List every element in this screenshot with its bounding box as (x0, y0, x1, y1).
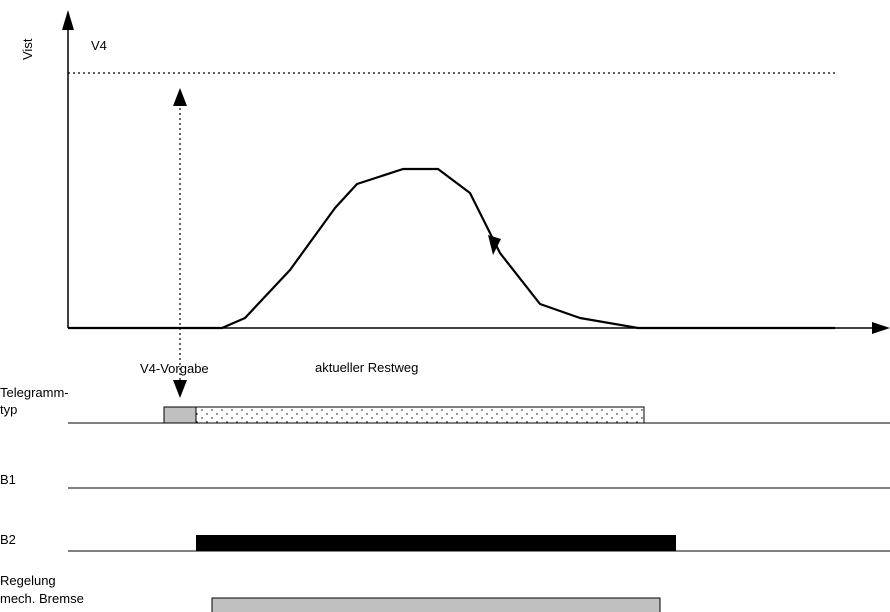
v4-vorgabe-label: V4-Vorgabe (140, 361, 209, 376)
regelung-label-line2: mech. Bremse (0, 591, 84, 606)
v4-vorgabe-down-arrow-icon (173, 380, 187, 398)
y-axis-arrow-icon (62, 10, 74, 30)
b2-label: B2 (0, 532, 16, 547)
velocity-curve (68, 167, 835, 330)
b1-label: B1 (0, 472, 16, 487)
restweg-label: aktueller Restweg (315, 360, 418, 375)
telegramm-label-line2: typ (0, 402, 17, 417)
b2-active-bar (196, 535, 676, 551)
telegramm-start-block (163, 406, 197, 424)
telegramm-dotted-block (195, 406, 645, 424)
regelung-label-line1: Regelung (0, 573, 56, 588)
brake-control-bar (211, 597, 661, 612)
x-axis-arrow-icon (872, 322, 890, 334)
v4-vorgabe-up-arrow-icon (173, 88, 187, 106)
curve-direction-arrow-icon (488, 235, 501, 255)
y-axis-label: Vist (20, 38, 35, 60)
v4-label: V4 (91, 38, 107, 53)
y-axis (62, 10, 74, 328)
telegramm-label-line1: Telegramm- (0, 385, 69, 400)
